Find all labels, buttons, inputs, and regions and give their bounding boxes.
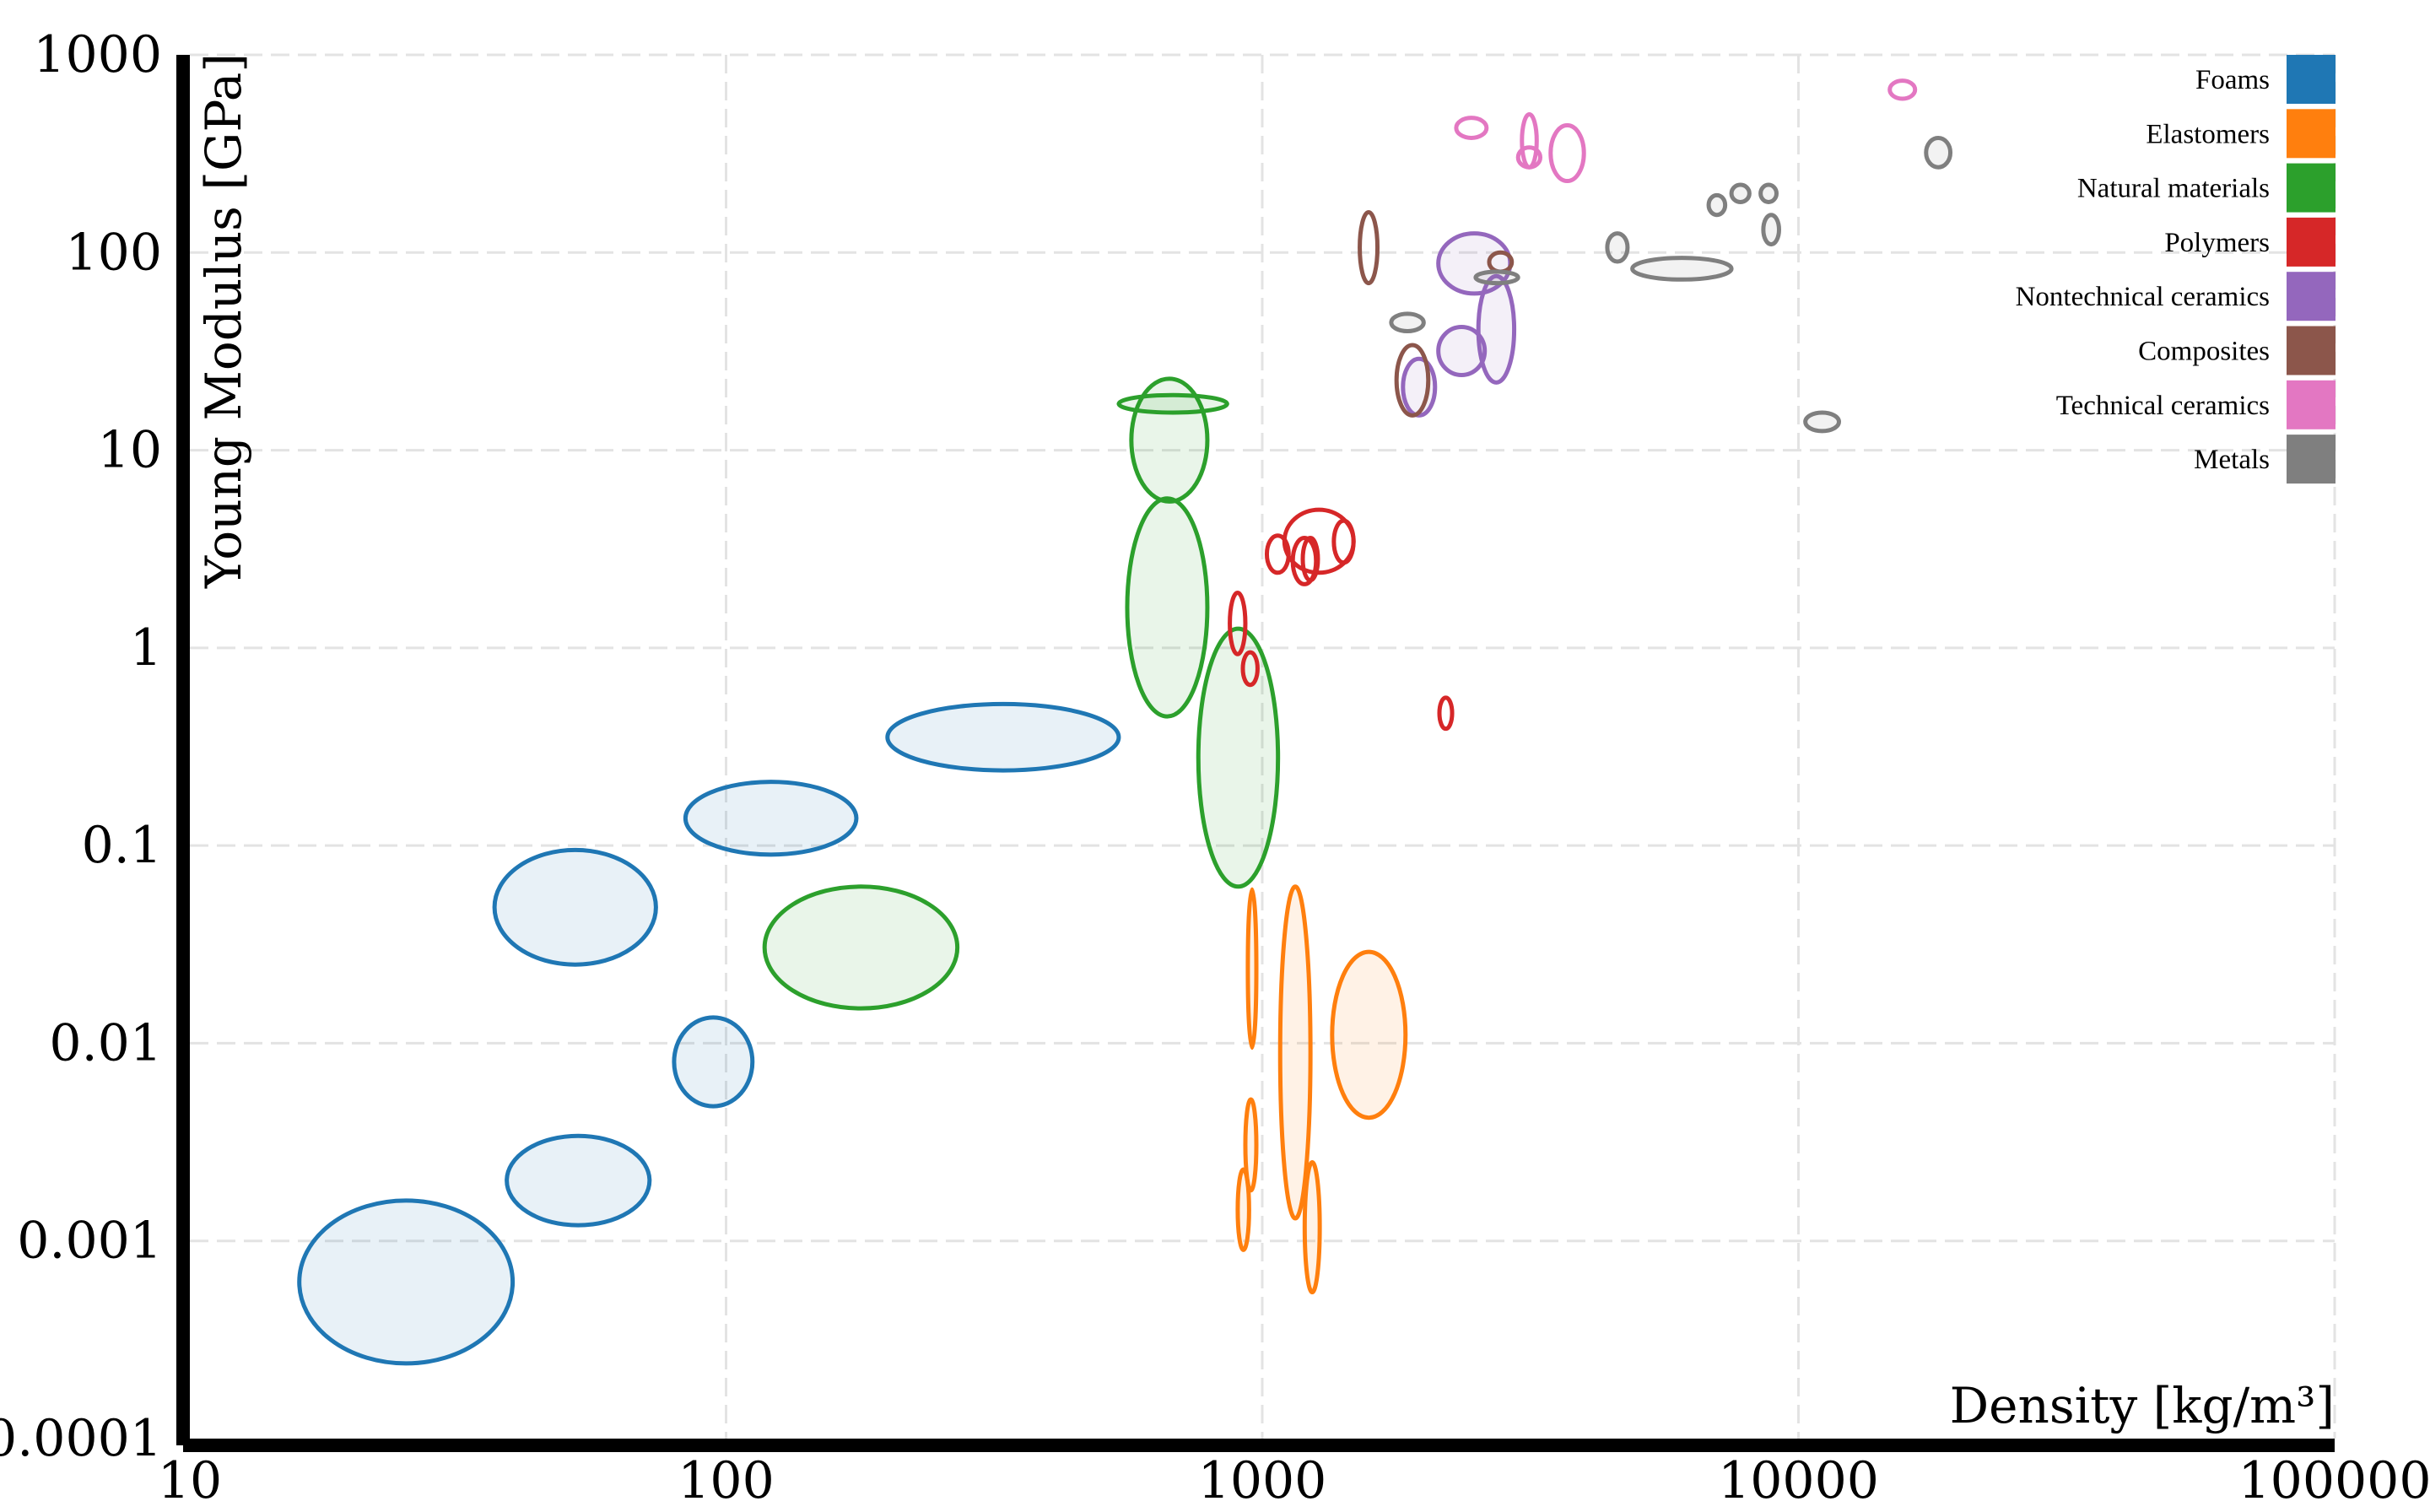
ellipse-technical-ceramics	[1520, 112, 1539, 170]
tick-labels: 10 100 1000 10000 100000 0.0001 0.001 0.01 0.1 1 1…	[0, 25, 2430, 1510]
legend-swatch	[2287, 435, 2336, 484]
ellipse-foams	[683, 780, 859, 857]
legend-swatch	[2287, 217, 2336, 267]
ellipse-polymers	[1264, 533, 1291, 575]
axes	[176, 55, 2335, 1452]
x-tick-label: 1000	[1198, 1451, 1327, 1510]
ellipse-metals	[1630, 256, 1734, 282]
y-tick-label: 10	[98, 421, 162, 480]
ellipse-natural-materials	[1125, 496, 1210, 719]
ellipse-metals	[1729, 182, 1752, 204]
y-tick-label: 1000	[33, 25, 162, 84]
y-tick-label: 0.01	[49, 1013, 162, 1072]
ellipse-metals	[1758, 182, 1779, 204]
x-tick-label: 10000	[1718, 1451, 1879, 1510]
legend-item: Technical ceramics	[2056, 380, 2336, 429]
legend: Foams Elastomers Natural materials Polymers…	[2016, 55, 2336, 484]
ellipse-natural-materials	[1196, 626, 1281, 889]
x-tick-label: 100000	[2238, 1451, 2430, 1510]
ellipse-polymers	[1228, 591, 1248, 656]
ellipse-composites	[1394, 343, 1431, 418]
x-tick-label: 10	[158, 1451, 222, 1510]
ellipse-metals	[1605, 231, 1630, 264]
ellipse-technical-ceramics	[1515, 145, 1543, 170]
y-tick-label: 0.0001	[0, 1409, 162, 1468]
ellipse-technical-ceramics	[1454, 116, 1489, 140]
ellipse-foams	[505, 1133, 652, 1228]
ellipse-elastomers	[1243, 1097, 1259, 1193]
legend-swatch	[2287, 272, 2336, 321]
ellipse-composites	[1358, 209, 1380, 286]
ellipse-nontechnical-ceramics	[1476, 273, 1517, 385]
legend-swatch	[2287, 55, 2336, 104]
ellipse-metals	[1706, 192, 1728, 218]
ellipse-metals	[1803, 410, 1842, 434]
legend-item: Elastomers	[2146, 109, 2336, 159]
legend-label: Natural materials	[2077, 174, 2270, 204]
ellipse-technical-ceramics	[1887, 78, 1918, 101]
ellipse-natural-materials	[1116, 392, 1229, 415]
legend-item: Nontechnical ceramics	[2016, 272, 2336, 321]
plot-area	[297, 78, 1953, 1366]
ellipse-elastomers	[1235, 1167, 1251, 1252]
legend-swatch	[2287, 163, 2336, 213]
ellipse-foams	[885, 701, 1121, 773]
legend-item: Metals	[2194, 435, 2336, 484]
legend-swatch	[2287, 326, 2336, 375]
ellipse-nontechnical-ceramics	[1401, 356, 1438, 418]
ellipse-polymers	[1300, 536, 1320, 583]
ellipse-nontechnical-ceramics	[1436, 325, 1488, 377]
legend-item: Foams	[2195, 55, 2336, 104]
ellipse-elastomers	[1245, 887, 1259, 1050]
legend-item: Polymers	[2164, 217, 2336, 267]
legend-label: Foams	[2195, 65, 2270, 95]
ellipse-metals	[1389, 311, 1426, 334]
ellipse-foams	[492, 847, 658, 967]
ellipse-technical-ceramics	[1548, 123, 1586, 184]
y-tick-label: 0.001	[17, 1212, 162, 1271]
ellipse-foams	[297, 1198, 516, 1366]
ellipse-elastomers	[1302, 1159, 1322, 1295]
y-tick-label: 0.1	[82, 816, 162, 875]
x-tick-label: 100	[678, 1451, 775, 1510]
y-tick-label: 100	[65, 223, 162, 282]
ellipse-polymers	[1331, 518, 1356, 565]
legend-item: Natural materials	[2077, 163, 2336, 213]
y-axis-title: Young Modulus [GPa]	[195, 53, 252, 589]
legend-label: Composites	[2138, 337, 2270, 367]
ellipse-metals	[1761, 213, 1781, 247]
ellipse-elastomers	[1330, 949, 1408, 1120]
legend-label: Metals	[2194, 445, 2270, 475]
legend-swatch	[2287, 380, 2336, 429]
legend-label: Elastomers	[2146, 119, 2270, 149]
legend-label: Nontechnical ceramics	[2016, 282, 2270, 312]
legend-item: Composites	[2138, 326, 2336, 375]
ellipse-metals	[1924, 135, 1953, 170]
legend-swatch	[2287, 109, 2336, 159]
ellipse-elastomers	[1277, 884, 1313, 1221]
ellipse-natural-materials	[762, 884, 960, 1011]
legend-label: Technical ceramics	[2056, 391, 2270, 421]
ellipse-foams	[672, 1015, 755, 1109]
y-tick-label: 1	[130, 618, 162, 678]
legend-label: Polymers	[2164, 228, 2270, 258]
ellipse-metals	[1473, 269, 1520, 286]
x-axis-title: Density [kg/m³]	[1950, 1377, 2335, 1434]
ellipse-polymers	[1437, 695, 1455, 732]
ellipse-natural-materials	[1129, 376, 1210, 504]
ellipse-polymers	[1240, 650, 1260, 688]
